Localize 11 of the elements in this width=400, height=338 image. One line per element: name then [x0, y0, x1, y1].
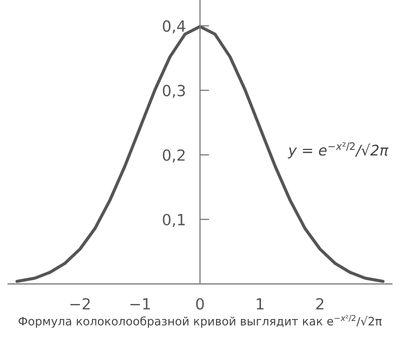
x-tick-label: −1	[130, 298, 150, 310]
x-tick-label: 2	[316, 298, 324, 310]
text: Формула колоколообразной кривой выглядит как e$^{−x²/2}$/√2π	[18, 314, 382, 328]
y-tick-label: 0,2	[162, 149, 185, 162]
x-tick-label: −2	[70, 298, 90, 310]
y-tick-label: 0,3	[162, 84, 185, 98]
x-tick-label: 1	[256, 298, 264, 310]
annotation: y = e$^{−x²/2}$/√2π	[288, 142, 388, 159]
x-tick-label: 0	[196, 298, 204, 310]
y-tick-label: 0,4	[162, 20, 186, 34]
y-tick-label: 0,1	[162, 214, 185, 227]
